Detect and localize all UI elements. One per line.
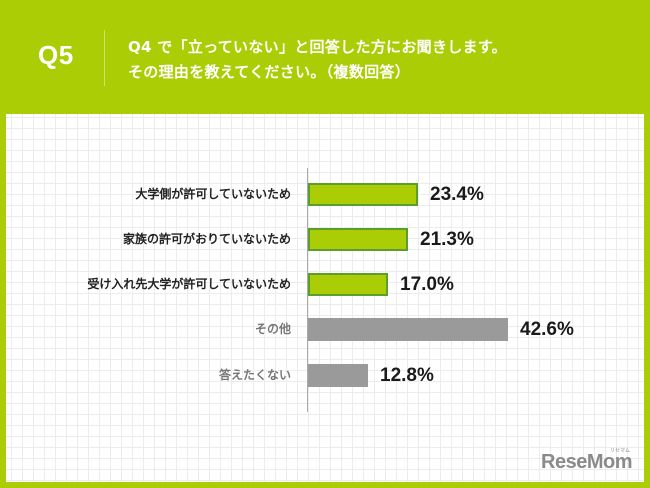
value-label: 21.3%	[420, 229, 474, 250]
category-label: その他	[254, 322, 291, 336]
bar	[308, 273, 388, 296]
category-label: 大学側が許可していないため	[135, 187, 291, 201]
question-line-1: Q4 で「立っていない」と回答した方にお聞きします。	[128, 38, 507, 56]
chart-panel: 大学側が許可していないため 23.4% 家族の許可がおりていないため 21.3%…	[6, 114, 644, 482]
chart-row: 答えたくない 12.8%	[6, 364, 644, 387]
bar	[308, 318, 508, 341]
chart-row: 大学側が許可していないため 23.4%	[6, 183, 644, 206]
category-label: 答えたくない	[218, 368, 291, 382]
bar	[308, 228, 408, 251]
value-label: 23.4%	[430, 184, 484, 205]
bar	[308, 364, 368, 387]
value-label: 42.6%	[520, 319, 574, 340]
question-number: Q5	[38, 40, 74, 70]
logo-subtext: リセマム	[609, 448, 630, 454]
question-line-2: その理由を教えてください。（複数回答）	[128, 63, 411, 81]
chart-row: その他 42.6%	[6, 318, 644, 341]
chart-row: 受け入れ先大学が許可していないため 17.0%	[6, 273, 644, 296]
question-header: Q5 Q4 で「立っていない」と回答した方にお聞きします。 その理由を教えてくだ…	[0, 0, 650, 113]
value-label: 12.8%	[380, 365, 434, 386]
bar	[308, 183, 418, 206]
question-text: Q4 で「立っていない」と回答した方にお聞きします。 その理由を教えてください。…	[128, 35, 507, 85]
category-label: 受け入れ先大学が許可していないため	[87, 277, 291, 291]
chart-row: 家族の許可がおりていないため 21.3%	[6, 228, 644, 251]
category-label: 家族の許可がおりていないため	[122, 232, 291, 246]
header-divider	[104, 30, 105, 86]
y-axis-line	[307, 168, 308, 412]
resemom-logo: ReseMom	[541, 451, 632, 473]
value-label: 17.0%	[400, 274, 454, 295]
